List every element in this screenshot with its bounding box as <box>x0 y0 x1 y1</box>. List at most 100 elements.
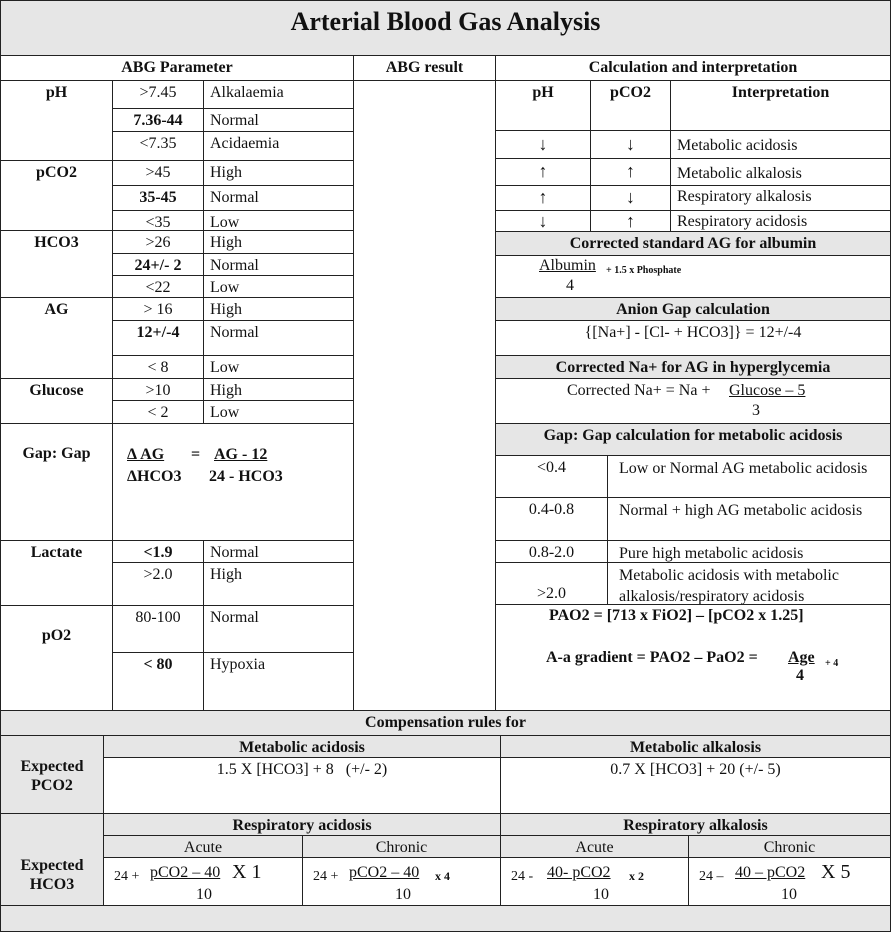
formula-prefix: 24 – <box>699 869 724 884</box>
interp-pco2-arrow: ↑ <box>590 210 671 233</box>
expected-hco3-formula: 24 + pCO2 – 40 X 1 10 <box>103 857 303 906</box>
param-meaning: High <box>203 160 354 186</box>
param-range: <7.35 <box>112 131 204 161</box>
interp-ph-arrow: ↑ <box>495 185 591 211</box>
interp-pco2-arrow: ↓ <box>590 130 671 159</box>
formula-numerator: 40 – pCO2 <box>735 864 806 881</box>
param-range: >45 <box>112 160 204 186</box>
param-meaning: Normal <box>203 540 354 563</box>
interp-col-interpretation: Interpretation <box>670 80 891 131</box>
formula-prefix: 24 - <box>511 869 534 884</box>
param-meaning: Low <box>203 400 354 424</box>
aa-gradient-numerator: Age <box>788 649 815 666</box>
interp-text: Respiratory alkalosis <box>670 185 891 211</box>
expected-hco3-label: Expected HCO3 <box>0 813 104 906</box>
formula-multiplier: X 5 <box>821 861 851 883</box>
met-acidosis-header: Metabolic acidosis <box>103 735 501 758</box>
interp-pco2-arrow: ↓ <box>590 185 671 211</box>
formula-prefix: 24 + <box>313 869 339 884</box>
gapgap-range: 0.4-0.8 <box>495 497 608 541</box>
gap-num1: Δ AG <box>127 446 165 463</box>
aa-gradient-plus: + 4 <box>825 658 839 669</box>
anion-gap-formula: {[Na+] - [Cl- + HCO3]} = 12+/-4 <box>495 320 891 356</box>
corrected-na-numerator: Glucose – 5 <box>729 382 806 399</box>
compensation-title: Compensation rules for <box>0 710 891 736</box>
param-name-pco2: pCO2 <box>0 160 113 231</box>
param-range: <22 <box>112 275 204 298</box>
albumin-phosphate: + 1.5 x Phosphate <box>606 265 682 276</box>
header-calculation: Calculation and interpretation <box>495 55 891 81</box>
pao2-box: PAO2 = [713 x FiO2] – [pCO2 x 1.25] A-a … <box>495 604 891 711</box>
param-name-ph: pH <box>0 80 113 161</box>
header-abg-result: ABG result <box>353 55 496 81</box>
pao2-formula: PAO2 = [713 x FiO2] – [pCO2 x 1.25] <box>549 607 804 624</box>
gap-num2: AG - 12 <box>214 446 268 463</box>
corrected-na-formula: Corrected Na+ = Na + Glucose – 5 3 <box>495 378 891 424</box>
gap-eq: = <box>191 446 201 463</box>
gapgap-text: Normal + high AG metabolic acidosis <box>607 497 891 541</box>
param-meaning: High <box>203 297 354 321</box>
formula-denominator: 10 <box>395 886 411 903</box>
param-range: 12+/-4 <box>112 320 204 356</box>
param-name-po2: pO2 <box>0 605 113 711</box>
resp-alkalosis-header: Respiratory alkalosis <box>500 813 891 836</box>
aa-gradient-lhs: A-a gradient = PAO2 – PaO2 = <box>546 649 758 666</box>
page-title: Arterial Blood Gas Analysis <box>0 0 891 56</box>
gapgap-text: Pure high metabolic acidosis <box>607 540 891 563</box>
interp-ph-arrow: ↓ <box>495 210 591 233</box>
albumin-title: Corrected standard AG for albumin <box>495 231 891 256</box>
interp-ph-arrow: ↓ <box>495 130 591 159</box>
expected-hco3-formula: 24 + pCO2 – 40 x 4 10 <box>302 857 501 906</box>
param-meaning: Hypoxia <box>203 652 354 711</box>
formula-prefix: 24 + <box>114 869 140 884</box>
anion-gap-title: Anion Gap calculation <box>495 297 891 321</box>
corrected-na-lhs: Corrected Na+ = Na + <box>567 382 711 399</box>
formula-numerator: pCO2 – 40 <box>150 864 221 881</box>
formula-numerator: 40- pCO2 <box>547 864 611 881</box>
param-meaning: Normal <box>203 320 354 356</box>
met-alkalosis-formula: 0.7 X [HCO3] + 20 (+/- 5) <box>500 757 891 814</box>
param-meaning: High <box>203 562 354 606</box>
albumin-denominator: 4 <box>566 277 574 294</box>
param-meaning: Acidaemia <box>203 131 354 161</box>
resp-acid-chronic: Chronic <box>302 835 501 858</box>
param-meaning: Alkalaemia <box>203 80 354 109</box>
formula-numerator: pCO2 – 40 <box>349 864 420 881</box>
albumin-formula: Albumin + 1.5 x Phosphate 4 <box>495 255 891 298</box>
param-range: >2.0 <box>112 562 204 606</box>
param-range: >10 <box>112 378 204 401</box>
interp-col-ph: pH <box>495 80 591 131</box>
corrected-na-denominator: 3 <box>752 402 760 419</box>
formula-multiplier: x 4 <box>435 869 450 883</box>
param-range: > 16 <box>112 297 204 321</box>
gapgap-range: 0.8-2.0 <box>495 540 608 563</box>
expected-hco3-formula: 24 – 40 – pCO2 X 5 10 <box>688 857 891 906</box>
formula-denominator: 10 <box>196 886 212 903</box>
interp-text: Respiratory acidosis <box>670 210 891 233</box>
abg-result-column <box>353 80 496 711</box>
gap-den2: 24 - HCO3 <box>209 468 283 485</box>
param-meaning: Low <box>203 355 354 379</box>
gapgap-title: Gap: Gap calculation for metabolic acido… <box>495 423 891 456</box>
interp-text: Metabolic acidosis <box>670 130 891 159</box>
formula-multiplier: x 2 <box>629 869 644 883</box>
param-range: < 2 <box>112 400 204 424</box>
resp-alk-acute: Acute <box>500 835 689 858</box>
param-meaning: Normal <box>203 253 354 276</box>
met-acidosis-formula: 1.5 X [HCO3] + 8 (+/- 2) <box>103 757 501 814</box>
expected-hco3-formula: 24 - 40- pCO2 x 2 10 <box>500 857 689 906</box>
aa-gradient-denominator: 4 <box>796 667 804 684</box>
albumin-numerator: Albumin <box>539 257 596 274</box>
corrected-na-title: Corrected Na+ for AG in hyperglycemia <box>495 355 891 379</box>
gapgap-range: >2.0 <box>495 562 608 606</box>
footer-band <box>0 905 891 932</box>
gapgap-text: Low or Normal AG metabolic acidosis <box>607 455 891 498</box>
param-meaning: Normal <box>203 185 354 211</box>
param-meaning: High <box>203 230 354 254</box>
header-abg-parameter: ABG Parameter <box>0 55 354 81</box>
param-range: 35-45 <box>112 185 204 211</box>
gapgap-text: Metabolic acidosis with metabolic alkalo… <box>607 562 891 606</box>
param-meaning: Low <box>203 210 354 231</box>
formula-denominator: 10 <box>593 886 609 903</box>
resp-alk-chronic: Chronic <box>688 835 891 858</box>
